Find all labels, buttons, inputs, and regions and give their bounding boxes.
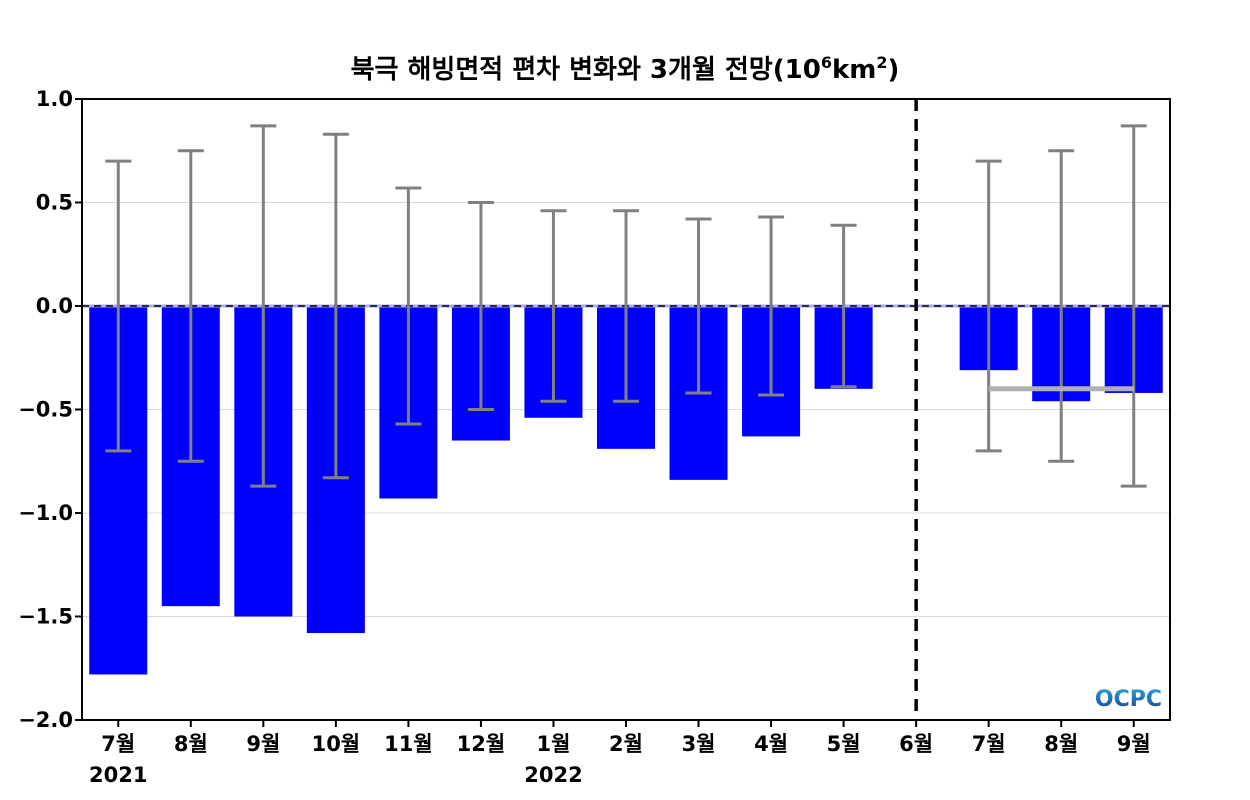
error-bar (975, 159, 1002, 453)
x-tick-label: 10월 (312, 732, 361, 756)
y-tick-label: −1.0 (18, 501, 73, 525)
chart-title-mid: km (832, 55, 876, 85)
error-bar (1048, 149, 1075, 463)
x-tick-label: 5월 (827, 732, 861, 756)
chart-title-sup2: 2 (876, 53, 887, 72)
x-tick-label: 2월 (609, 732, 643, 756)
chart-title-main: 북극 해빙면적 편차 변화와 3개월 전망(10 (351, 55, 821, 85)
chart-title-end: ) (888, 55, 900, 85)
x-tick-label: 12월 (457, 732, 506, 756)
error-bar (467, 201, 494, 411)
y-tick-label: 0.0 (36, 294, 73, 318)
y-axis: 1.0 0.5 0.0 −0.5 −1.0 −1.5 −2.0 (18, 87, 82, 732)
x-tick-label: 4월 (754, 732, 788, 756)
x-tick-label: 9월 (1117, 732, 1151, 756)
x-tick-label: 6월 (899, 732, 933, 756)
error-bar (758, 215, 785, 397)
error-bar (540, 209, 567, 403)
x-tick-label: 7월 (972, 732, 1006, 756)
error-bar (1120, 124, 1147, 488)
y-tick-label: −2.0 (18, 708, 73, 732)
x-tick-label: 3월 (682, 732, 716, 756)
x-tick-label: 8월 (174, 732, 208, 756)
forecast-overlay (914, 99, 1134, 720)
x-year-label: 2021 (89, 763, 147, 787)
x-tick-label: 9월 (246, 732, 280, 756)
y-tick-label: 0.5 (36, 191, 73, 215)
y-tick-label: −1.5 (18, 605, 73, 629)
error-bar (613, 209, 639, 403)
error-bar (830, 223, 857, 389)
x-tick-label: 8월 (1044, 732, 1078, 756)
error-bars (105, 124, 1147, 488)
x-tick-label: 11월 (384, 732, 433, 756)
y-tick-label: 1.0 (36, 87, 73, 111)
x-year-label: 2022 (524, 763, 582, 787)
error-bar (105, 159, 132, 453)
ocpc-logo: OCPC (1095, 687, 1162, 712)
error-bar (685, 217, 712, 395)
y-tick-label: −0.5 (18, 398, 73, 422)
error-bar (395, 186, 422, 426)
error-bar (177, 149, 204, 463)
chart-title: 북극 해빙면적 편차 변화와 3개월 전망(106km2) (351, 53, 900, 85)
x-tick-label: 7월 (101, 732, 135, 756)
error-bar (322, 132, 349, 480)
x-axis: 7월 8월 9월 10월 11월 12월 1월 2월 3월 4월 5월 6월 7월 8월 9월 2021 202… (89, 720, 1151, 787)
error-bar (250, 124, 277, 488)
chart-title-sup1: 6 (821, 53, 832, 72)
x-tick-label: 1월 (536, 732, 570, 756)
